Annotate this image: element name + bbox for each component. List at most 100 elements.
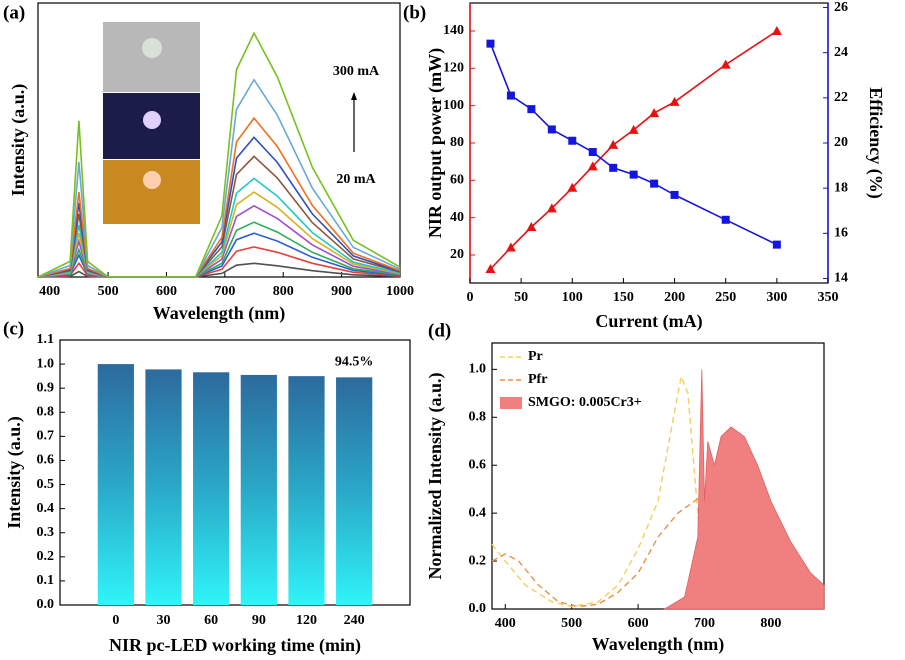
line — [489, 30, 778, 270]
y-tick-label: 0.9 — [37, 380, 55, 395]
marker — [649, 108, 660, 118]
x-tick-label: 500 — [98, 284, 119, 299]
panel-label: (a) — [3, 2, 25, 23]
y-tick-label: 0.6 — [469, 457, 487, 472]
y-tick-label: 0.2 — [37, 549, 55, 564]
annotation: 20 mA — [336, 172, 376, 187]
line — [37, 78, 401, 278]
line — [37, 116, 401, 278]
y2-tick-label: 22 — [834, 90, 848, 105]
y-tick-label: 1.1 — [37, 332, 55, 347]
x-tick-label: 30 — [157, 613, 171, 628]
x-tick-label: 60 — [204, 613, 218, 628]
y-tick-label: 1.0 — [469, 362, 487, 377]
y-tick-label: 100 — [443, 98, 464, 113]
y-axis-label: NIR output power (mW) — [425, 48, 446, 238]
marker — [485, 264, 496, 273]
y-tick-label: 60 — [450, 173, 464, 188]
x-tick-label: 200 — [664, 290, 685, 305]
legend-swatch — [500, 397, 522, 409]
line — [489, 43, 778, 246]
x-tick-label: 250 — [715, 290, 736, 305]
bar — [193, 372, 230, 605]
line — [37, 232, 401, 278]
legend-label: Pr — [528, 349, 543, 364]
x-tick-label: 700 — [214, 284, 235, 299]
y-tick-label: 20 — [450, 247, 464, 262]
marker — [670, 190, 679, 199]
y-tick-label: 40 — [450, 210, 464, 225]
photo-led — [142, 38, 162, 58]
panel-label: (b) — [403, 2, 426, 23]
x-tick-label: 400 — [495, 616, 516, 631]
y2-tick-label: 20 — [834, 135, 848, 150]
y-axis-label: Intensity (a.u.) — [4, 416, 25, 529]
bar — [336, 377, 373, 605]
y-tick-label: 0.8 — [37, 404, 55, 419]
y2-tick-label: 26 — [834, 0, 848, 15]
y2-tick-label: 18 — [834, 180, 848, 195]
photo-red — [103, 160, 200, 224]
y-tick-label: 120 — [443, 61, 464, 76]
y-tick-label: 0.0 — [469, 601, 487, 616]
marker — [547, 125, 556, 134]
x-tick-label: 240 — [344, 613, 365, 628]
y-tick-label: 0.3 — [37, 525, 55, 540]
marker — [526, 222, 537, 231]
x-tick-label: 800 — [760, 616, 781, 631]
marker — [721, 215, 730, 224]
line — [37, 155, 401, 278]
x-tick-label: 600 — [156, 284, 177, 299]
plot-frame — [59, 339, 411, 606]
x-axis-label: Wavelength (nm) — [153, 303, 286, 324]
marker — [506, 91, 515, 100]
marker — [628, 124, 639, 134]
bar — [97, 364, 134, 605]
x-tick-label: 90 — [252, 613, 266, 628]
y-tick-label: 80 — [450, 135, 464, 150]
bar — [145, 369, 182, 605]
marker — [771, 26, 782, 35]
line — [37, 31, 401, 278]
plot-frame — [37, 2, 401, 278]
line — [37, 204, 401, 278]
bar — [288, 376, 325, 605]
x-tick-label: 600 — [628, 616, 649, 631]
x-tick-label: 900 — [331, 284, 352, 299]
x-tick-label: 50 — [514, 290, 528, 305]
line — [37, 262, 401, 278]
annotation: 94.5% — [335, 355, 374, 370]
y-tick-label: 0.1 — [37, 573, 55, 588]
x-tick-label: 0 — [112, 613, 119, 628]
line — [37, 136, 401, 278]
x-tick-label: 1000 — [386, 284, 414, 299]
line — [37, 246, 401, 278]
y-axis-label: Normalized Intensity (a.u.) — [425, 373, 446, 580]
current-arrow — [351, 92, 357, 152]
legend-label: Pfr — [528, 372, 547, 387]
x-tick-label: 400 — [39, 284, 60, 299]
line — [37, 191, 401, 278]
plot-frame — [491, 342, 825, 610]
marker — [486, 39, 495, 48]
line — [37, 177, 401, 278]
y-tick-label: 0.4 — [37, 501, 55, 516]
legend-label: SMGO: 0.005Cr3+ — [528, 395, 642, 410]
bar — [240, 374, 277, 605]
marker — [608, 139, 619, 149]
marker — [527, 105, 536, 114]
y2-tick-label: 16 — [834, 226, 848, 241]
marker — [772, 240, 781, 249]
x-tick-label: 700 — [694, 616, 715, 631]
y-tick-label: 0.4 — [469, 505, 487, 520]
marker — [720, 59, 731, 69]
marker — [568, 136, 577, 145]
y2-tick-label: 14 — [834, 271, 848, 286]
photo-glow — [143, 111, 161, 129]
panel-label: (c) — [3, 318, 24, 339]
y2-tick-label: 24 — [834, 45, 848, 60]
y-tick-label: 0.0 — [37, 597, 55, 612]
line — [37, 221, 401, 278]
photo-glow — [143, 171, 161, 189]
